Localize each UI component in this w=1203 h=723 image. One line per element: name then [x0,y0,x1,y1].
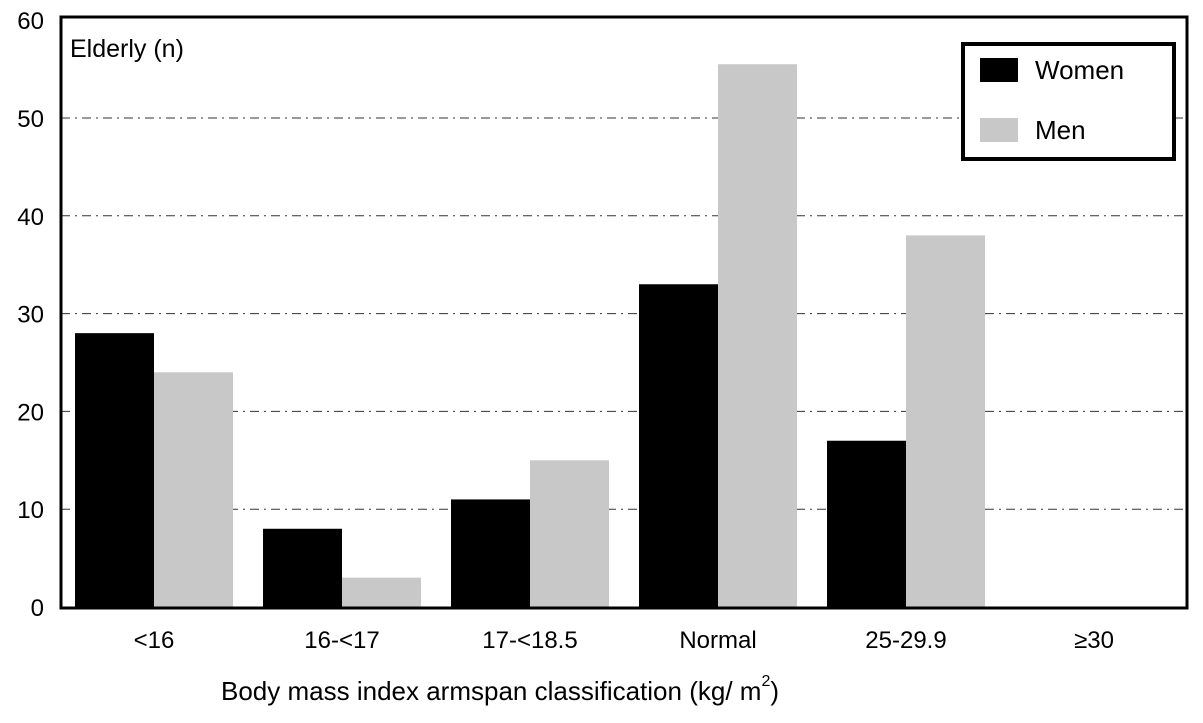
x-tick-label-2: 17-<18.5 [482,627,577,654]
y-tick-label-30: 30 [17,302,44,329]
bar-women-4 [827,440,906,607]
legend-swatch-women [980,58,1018,82]
bar-women-2 [451,499,530,607]
x-tick-label-5: ≥30 [1074,627,1114,654]
legend-swatch-men [980,118,1018,142]
bar-men-3 [718,64,797,607]
bar-men-0 [154,372,233,607]
x-tick-label-3: Normal [679,627,756,654]
legend-label-men: Men [1035,115,1086,145]
bar-men-1 [342,577,421,607]
y-tick-label-60: 60 [17,8,44,35]
x-tick-label-0: <16 [134,627,175,654]
x-axis-label-superscript: 2 [761,673,770,690]
legend: Women Men [961,42,1176,161]
y-axis-tick-labels: 0 10 20 30 40 50 60 [17,8,44,622]
x-tick-label-1: 16-<17 [304,627,379,654]
legend-label-women: Women [1035,55,1124,85]
y-tick-label-0: 0 [31,595,44,622]
bar-women-0 [75,333,154,607]
bar-women-1 [263,528,342,607]
bar-men-4 [906,235,985,608]
bars [75,64,985,608]
x-axis-label: Body mass index armspan classification (… [221,673,779,706]
bar-men-2 [530,460,609,607]
y-tick-label-40: 40 [17,204,44,231]
x-tick-label-4: 25-29.9 [865,627,946,654]
y-tick-label-10: 10 [17,497,44,524]
x-axis-tick-labels: <16 16-<17 17-<18.5 Normal 25-29.9 ≥30 [134,627,1114,654]
chart-title: Elderly (n) [70,35,184,63]
plot-frame [59,15,1189,610]
y-tick-label-20: 20 [17,399,44,426]
y-tick-label-50: 50 [17,106,44,133]
bar-women-3 [639,284,718,607]
